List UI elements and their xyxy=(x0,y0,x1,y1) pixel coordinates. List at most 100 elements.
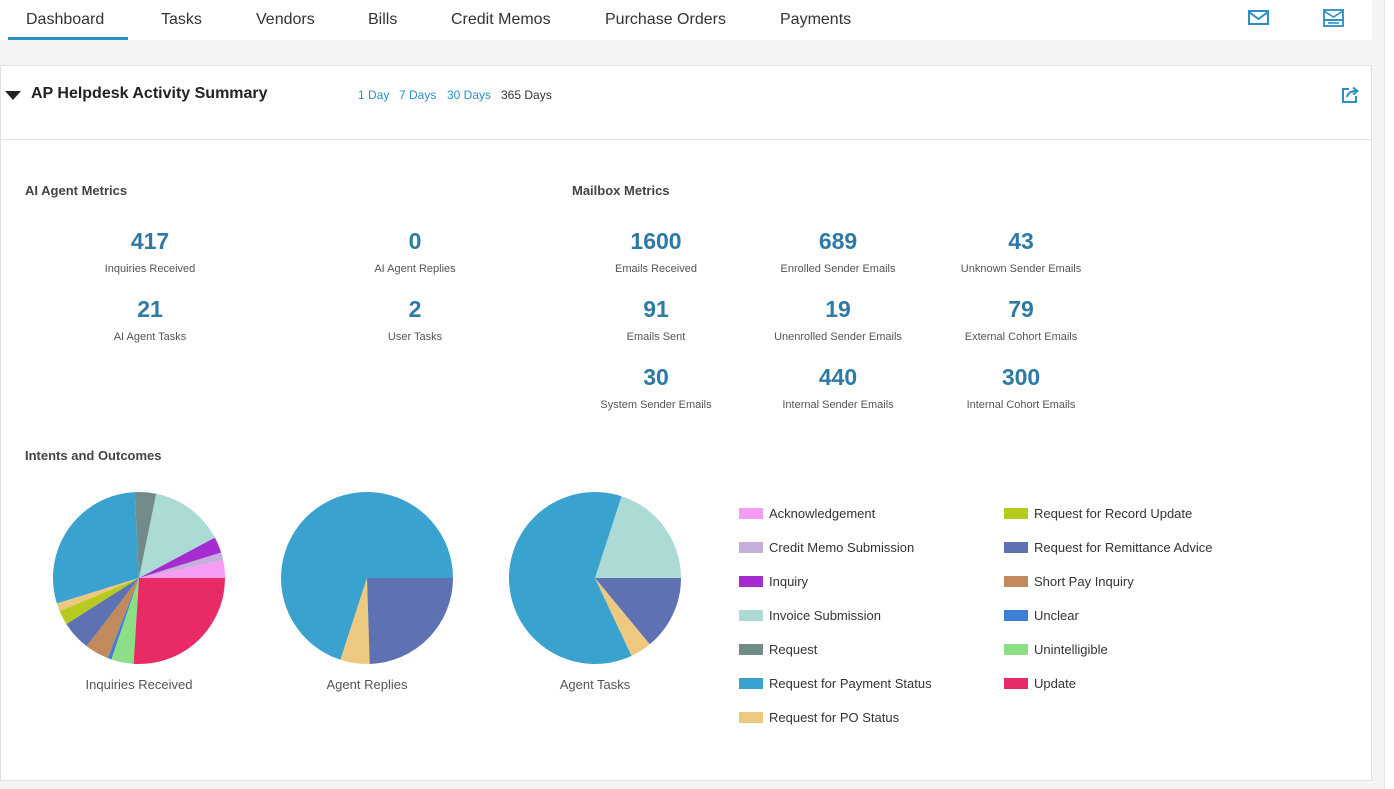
metric-value: 91 xyxy=(643,296,669,322)
top-nav: Dashboard Tasks Vendors Bills Credit Mem… xyxy=(0,0,1372,40)
metric-label: Emails Sent xyxy=(626,331,686,343)
tab-vendors[interactable]: Vendors xyxy=(256,11,315,28)
range-365-days[interactable]: 365 Days xyxy=(501,88,552,102)
metric-internal-sender-emails: 440 Internal Sender Emails xyxy=(738,363,938,411)
legend-item[interactable]: Acknowledgement xyxy=(739,505,875,523)
metric-value: 19 xyxy=(825,296,851,322)
export-icon[interactable] xyxy=(1340,85,1360,105)
metric-value: 30 xyxy=(643,364,669,390)
metric-value: 2 xyxy=(408,296,422,322)
pie-caption: Agent Replies xyxy=(326,677,408,692)
pie-slice[interactable] xyxy=(56,578,139,612)
legend-item[interactable]: Unclear xyxy=(1004,607,1079,625)
panel-title: AP Helpdesk Activity Summary xyxy=(31,85,268,102)
pie-slice[interactable] xyxy=(340,578,370,664)
metric-value: 79 xyxy=(1008,296,1034,322)
legend-label: Request xyxy=(769,642,818,657)
metric-value: 21 xyxy=(137,296,163,322)
pie-slice[interactable] xyxy=(133,578,225,664)
legend-item[interactable]: Request for Record Update xyxy=(1004,505,1192,523)
tab-purchase-orders[interactable]: Purchase Orders xyxy=(605,11,726,28)
legend-label: Update xyxy=(1034,676,1076,691)
pie-slice[interactable] xyxy=(66,578,139,647)
legend-label: Inquiry xyxy=(769,574,809,589)
metric-inquiries-received: 417 Inquiries Received xyxy=(50,227,250,275)
ai-agent-metrics-title: AI Agent Metrics xyxy=(25,183,128,198)
legend-swatch xyxy=(1004,576,1028,588)
pie-slice[interactable] xyxy=(595,578,650,656)
pie-slice[interactable] xyxy=(139,560,225,578)
legend-swatch xyxy=(739,644,763,656)
pie-slice[interactable] xyxy=(86,578,139,659)
pie-slice[interactable] xyxy=(509,492,632,664)
legend-label: Request for Record Update xyxy=(1034,506,1193,521)
metric-value: 689 xyxy=(818,228,858,254)
mailbox-metrics-title: Mailbox Metrics xyxy=(572,183,670,198)
metric-label: Internal Cohort Emails xyxy=(966,399,1076,411)
range-30-days[interactable]: 30 Days xyxy=(447,88,492,102)
metric-system-sender-emails: 30 System Sender Emails xyxy=(556,363,756,411)
legend-label: Short Pay Inquiry xyxy=(1034,574,1134,589)
pie-slice[interactable] xyxy=(595,496,681,578)
pie-slice[interactable] xyxy=(111,578,139,664)
legend-swatch xyxy=(739,508,763,520)
metric-label: Unenrolled Sender Emails xyxy=(774,331,902,343)
pie-slice[interactable] xyxy=(59,578,139,625)
legend-swatch xyxy=(1004,678,1028,690)
legend-label: Request for Remittance Advice xyxy=(1034,540,1213,555)
legend-swatch xyxy=(1004,610,1028,622)
tab-credit-memos[interactable]: Credit Memos xyxy=(451,11,551,28)
legend-label: Acknowledgement xyxy=(769,506,876,521)
legend-swatch xyxy=(1004,644,1028,656)
legend-swatch xyxy=(739,610,763,622)
metric-ai-agent-tasks: 21 AI Agent Tasks xyxy=(50,295,250,343)
intents-outcomes-title: Intents and Outcomes xyxy=(25,448,162,463)
tab-tasks[interactable]: Tasks xyxy=(161,11,202,28)
metric-unknown-sender-emails: 43 Unknown Sender Emails xyxy=(921,227,1121,275)
pie-slice[interactable] xyxy=(281,492,453,660)
pie-slice[interactable] xyxy=(134,492,157,578)
legend-item[interactable]: Credit Memo Submission xyxy=(739,539,914,557)
inquiries-received-pie-chart xyxy=(52,492,225,664)
collapse-caret-icon[interactable] xyxy=(5,91,21,100)
legend-swatch xyxy=(739,678,763,690)
tab-dashboard[interactable]: Dashboard xyxy=(26,11,105,28)
metric-label: External Cohort Emails xyxy=(964,331,1078,343)
legend-label: Invoice Submission xyxy=(769,608,881,623)
pie-slice[interactable] xyxy=(367,578,453,664)
legend-label: Credit Memo Submission xyxy=(769,540,915,555)
range-1-day[interactable]: 1 Day xyxy=(358,88,390,102)
legend-label: Request for Payment Status xyxy=(769,676,932,691)
pie-slice[interactable] xyxy=(52,492,139,604)
pie-slice[interactable] xyxy=(107,578,139,660)
scrollbar-track[interactable] xyxy=(1384,0,1394,789)
pie-slice[interactable] xyxy=(139,537,222,578)
legend-item[interactable]: Invoice Submission xyxy=(739,607,881,625)
metric-value: 43 xyxy=(1008,228,1034,254)
range-7-days[interactable]: 7 Days xyxy=(399,88,437,102)
pie-slice[interactable] xyxy=(595,578,681,645)
legend-item[interactable]: Inquiry xyxy=(739,573,808,591)
metric-emails-sent: 91 Emails Sent xyxy=(556,295,756,343)
mailbox-settings-icon[interactable] xyxy=(1322,8,1346,28)
legend-item[interactable]: Request for Payment Status xyxy=(739,675,932,693)
metric-label: System Sender Emails xyxy=(600,399,712,411)
legend-item[interactable]: Request xyxy=(739,641,817,659)
legend-item[interactable]: Update xyxy=(1004,675,1076,693)
legend-item[interactable]: Unintelligible xyxy=(1004,641,1108,659)
pie-caption: Agent Tasks xyxy=(559,677,631,692)
metric-label: AI Agent Tasks xyxy=(113,331,187,343)
mail-icon[interactable] xyxy=(1247,8,1271,28)
pie-agent-replies: Agent Replies xyxy=(277,488,457,692)
pie-slice[interactable] xyxy=(139,493,215,578)
metric-label: Internal Sender Emails xyxy=(782,399,894,411)
metric-user-tasks: 2 User Tasks xyxy=(315,295,515,343)
tab-payments[interactable]: Payments xyxy=(780,11,852,28)
legend-item[interactable]: Request for PO Status xyxy=(739,709,899,727)
legend-item[interactable]: Short Pay Inquiry xyxy=(1004,573,1134,591)
legend-label: Unintelligible xyxy=(1034,642,1108,657)
tab-bills[interactable]: Bills xyxy=(368,11,398,28)
pie-slice[interactable] xyxy=(139,552,224,578)
legend-item[interactable]: Request for Remittance Advice xyxy=(1004,539,1212,557)
metric-external-cohort-emails: 79 External Cohort Emails xyxy=(921,295,1121,343)
